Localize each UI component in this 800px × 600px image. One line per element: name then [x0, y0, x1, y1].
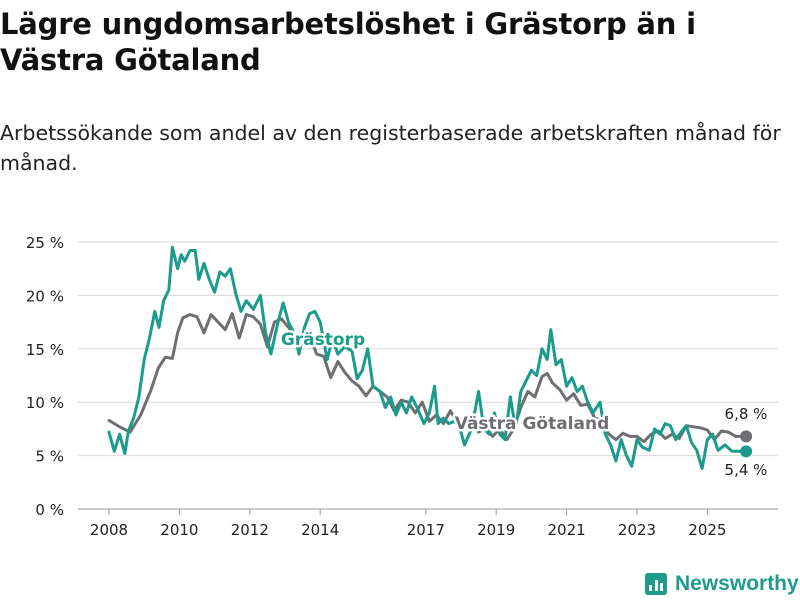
vastra-gotaland-end-label: 6,8 %: [725, 405, 768, 423]
chart-subtitle: Arbetssökande som andel av den registerb…: [0, 121, 781, 175]
y-tick-label: 15 %: [26, 341, 64, 359]
y-axis: 0 % 5 % 10 % 15 % 20 % 25 %: [26, 234, 64, 519]
grastorp-end-label: 5,4 %: [725, 461, 768, 479]
vastra-gotaland-series-label-halo: Västra Götaland: [455, 414, 610, 434]
series-lines: [107, 245, 753, 470]
vastra-gotaland-series-label: Västra Götaland: [455, 414, 610, 434]
y-tick-label: 10 %: [26, 394, 64, 412]
series-line-vastra-gotaland: [107, 312, 748, 444]
x-tick-label: 2017: [407, 521, 445, 539]
x-tick-label: 2023: [618, 521, 656, 539]
y-tick-label: 25 %: [26, 234, 64, 252]
grastorp-series-label: Grästorp: [281, 330, 365, 350]
end-point-grastorp: [740, 445, 753, 458]
y-tick-label: 5 %: [35, 448, 64, 466]
x-axis: 2008 2010 2012 2014 2017 2019 2021 2023 2025: [90, 509, 726, 539]
x-tick-label: 2021: [548, 521, 586, 539]
grastorp-series-label-halo: Grästorp: [281, 330, 365, 350]
series-line-grastorp: [107, 245, 748, 470]
y-tick-label: 0 %: [35, 501, 64, 519]
x-tick-label: 2008: [90, 521, 128, 539]
end-point-vastra-gotaland: [740, 430, 753, 443]
y-tick-label: 20 %: [26, 287, 64, 305]
x-tick-label: 2019: [477, 521, 515, 539]
x-tick-label: 2014: [301, 521, 339, 539]
x-tick-label: 2012: [231, 521, 269, 539]
vastra-gotaland-end-label-halo: 6,8 %: [725, 405, 768, 423]
x-tick-label: 2025: [688, 521, 726, 539]
gridlines: [78, 241, 778, 510]
bar-chart-icon: [645, 573, 667, 595]
x-tick-label: 2010: [160, 521, 198, 539]
chart-title: Lägre ungdomsarbetslöshet i Grästorp än …: [0, 7, 696, 77]
grastorp-end-label-halo: 5,4 %: [725, 461, 768, 479]
brand-name: Newsworthy: [675, 572, 799, 595]
newsworthy-logo: Newsworthy: [645, 569, 799, 599]
